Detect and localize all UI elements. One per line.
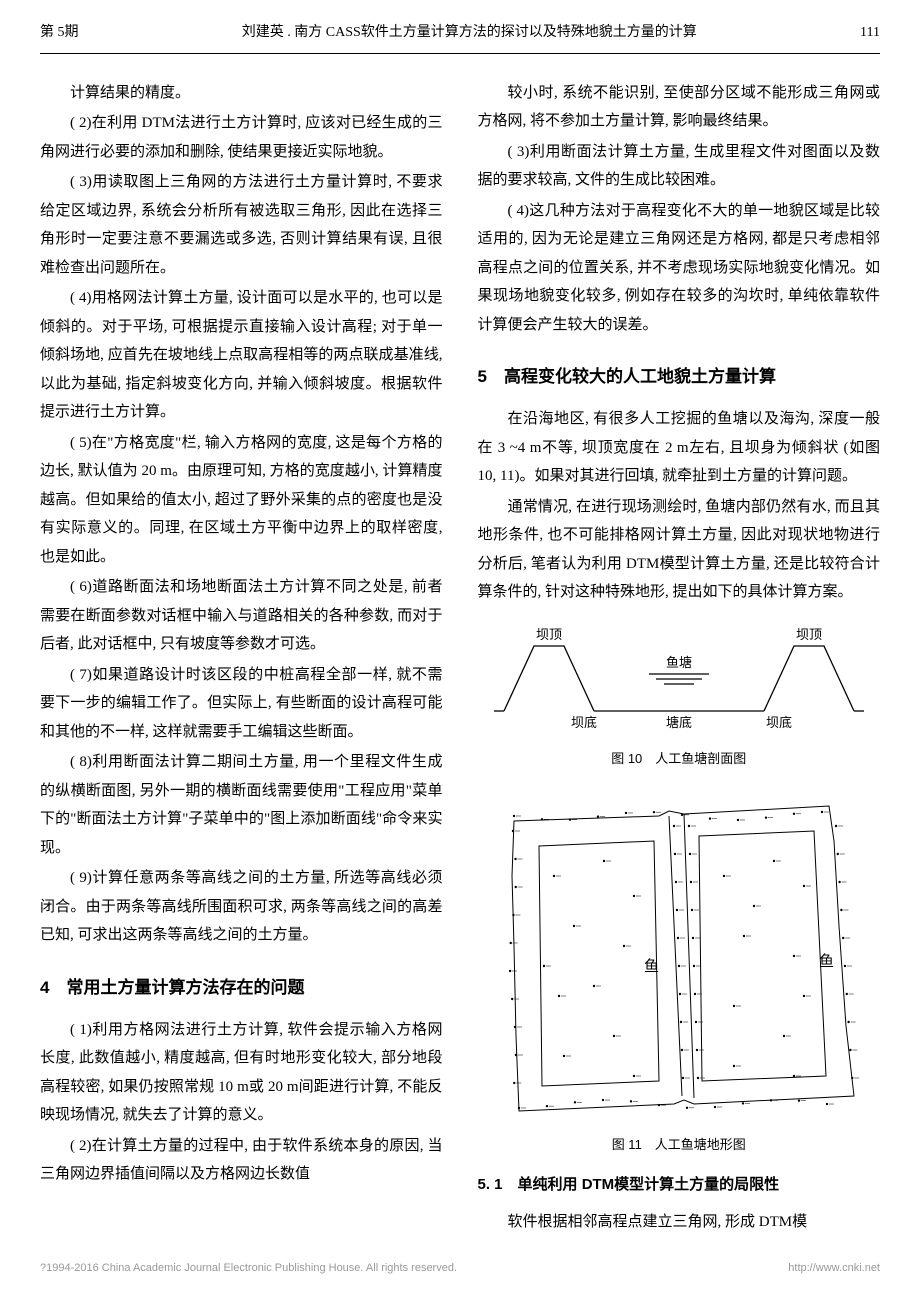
body-text: ( 9)计算任意两条等高线之间的土方量, 所选等高线必须闭合。由于两条等高线所围… bbox=[40, 864, 443, 950]
section-5-heading: 5 高程变化较大的人工地貌土方量计算 bbox=[478, 361, 881, 393]
label-dam-top: 坝顶 bbox=[796, 627, 822, 642]
page-header: 第 5期 刘建英 . 南方 CASS软件土方量计算方法的探讨以及特殊地貌土方量的… bbox=[40, 20, 880, 54]
body-text: ( 8)利用断面法计算二期间土方量, 用一个里程文件生成的纵横断面图, 另外一期… bbox=[40, 748, 443, 862]
body-text: 通常情况, 在进行现场测绘时, 鱼塘内部仍然有水, 而且其地形条件, 也不可能排… bbox=[478, 493, 881, 607]
pond-label: 鱼 bbox=[644, 957, 659, 975]
label-dam-bottom: 坝底 bbox=[766, 715, 792, 730]
body-text: 较小时, 系统不能识别, 至使部分区域不能形成三角网或方格网, 将不参加土方量计… bbox=[478, 79, 881, 136]
body-text: ( 2)在计算土方量的过程中, 由于软件系统本身的原因, 当三角网边界插值间隔以… bbox=[40, 1132, 443, 1189]
subsection-5-1-heading: 5. 1 单纯利用 DTM模型计算土方量的局限性 bbox=[478, 1171, 881, 1200]
copyright-text: ?1994-2016 China Academic Journal Electr… bbox=[40, 1258, 457, 1279]
pond-label: 鱼 bbox=[819, 952, 834, 970]
running-title: 刘建英 . 南方 CASS软件土方量计算方法的探讨以及特殊地貌土方量的计算 bbox=[79, 20, 861, 47]
source-url: http://www.cnki.net bbox=[788, 1258, 880, 1279]
body-text: 软件根据相邻高程点建立三角网, 形成 DTM模 bbox=[478, 1208, 881, 1237]
label-dam-bottom: 坝底 bbox=[571, 715, 597, 730]
figure-10-caption: 图 10 人工鱼塘剖面图 bbox=[478, 747, 881, 772]
right-column: 较小时, 系统不能识别, 至使部分区域不能形成三角网或方格网, 将不参加土方量计… bbox=[478, 79, 881, 1239]
body-text: 在沿海地区, 有很多人工挖掘的鱼塘以及海沟, 深度一般在 3 ~4 m不等, 坝… bbox=[478, 405, 881, 491]
body-text: ( 2)在利用 DTM法进行土方计算时, 应该对已经生成的三角网进行必要的添加和… bbox=[40, 109, 443, 166]
page-footer: ?1994-2016 China Academic Journal Electr… bbox=[40, 1258, 880, 1279]
body-text: ( 3)用读取图上三角网的方法进行土方量计算时, 不要求给定区域边界, 系统会分… bbox=[40, 168, 443, 282]
body-text: ( 7)如果道路设计时该区段的中桩高程全部一样, 就不需要下一步的编辑工作了。但… bbox=[40, 661, 443, 747]
body-text: ( 3)利用断面法计算土方量, 生成里程文件对图面以及数据的要求较高, 文件的生… bbox=[478, 138, 881, 195]
figure-10: 坝顶 坝顶 鱼塘 坝底 塘底 坝底 图 10 人工鱼塘剖面图 bbox=[478, 621, 881, 772]
body-text: ( 6)道路断面法和场地断面法土方计算不同之处是, 前者需要在断面参数对话框中输… bbox=[40, 573, 443, 659]
two-column-layout: 计算结果的精度。 ( 2)在利用 DTM法进行土方计算时, 应该对已经生成的三角… bbox=[40, 79, 880, 1239]
body-text: ( 1)利用方格网法进行土方计算, 软件会提示输入方格网长度, 此数值越小, 精… bbox=[40, 1016, 443, 1130]
label-dam-top: 坝顶 bbox=[536, 627, 562, 642]
left-column: 计算结果的精度。 ( 2)在利用 DTM法进行土方计算时, 应该对已经生成的三角… bbox=[40, 79, 443, 1239]
pond-profile-diagram: 坝顶 坝顶 鱼塘 坝底 塘底 坝底 bbox=[494, 621, 864, 731]
body-text: ( 4)用格网法计算土方量, 设计面可以是水平的, 也可以是倾斜的。对于平场, … bbox=[40, 284, 443, 427]
figure-11: 鱼 鱼 图 11 人工鱼塘地形图 bbox=[478, 786, 881, 1157]
issue-number: 第 5期 bbox=[40, 20, 79, 47]
pond-terrain-map: 鱼 鱼 bbox=[484, 786, 874, 1116]
label-pond-bottom: 塘底 bbox=[666, 715, 692, 730]
body-text: 计算结果的精度。 bbox=[40, 79, 443, 108]
body-text: ( 5)在"方格宽度"栏, 输入方格网的宽度, 这是每个方格的边长, 默认值为 … bbox=[40, 429, 443, 572]
section-4-heading: 4 常用土方量计算方法存在的问题 bbox=[40, 972, 443, 1004]
label-pond: 鱼塘 bbox=[666, 655, 692, 670]
figure-11-caption: 图 11 人工鱼塘地形图 bbox=[478, 1133, 881, 1158]
body-text: ( 4)这几种方法对于高程变化不大的单一地貌区域是比较适用的, 因为无论是建立三… bbox=[478, 197, 881, 340]
page-number: 111 bbox=[860, 20, 880, 47]
